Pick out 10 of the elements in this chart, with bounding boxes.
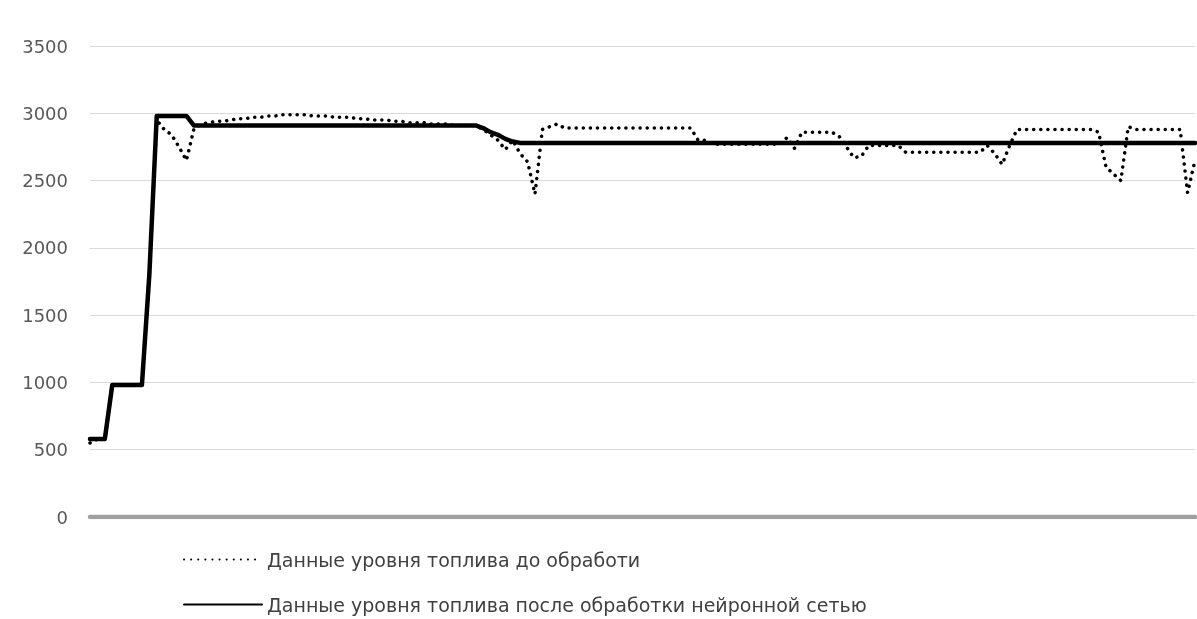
y-tick-label: 500: [33, 439, 68, 461]
y-tick-label: 2000: [22, 237, 68, 259]
y-tick-label: 3000: [22, 102, 68, 124]
legend-label: Данные уровня топлива до обработи: [267, 548, 641, 571]
y-tick-label: 2500: [22, 170, 68, 192]
legend-label: Данные уровня топлива после обработки нейронной сетью: [267, 593, 867, 616]
y-tick-label: 3500: [22, 35, 68, 57]
y-tick-label: 1500: [22, 304, 68, 326]
y-tick-label: 1000: [22, 371, 68, 393]
y-tick-label: 0: [56, 506, 68, 528]
